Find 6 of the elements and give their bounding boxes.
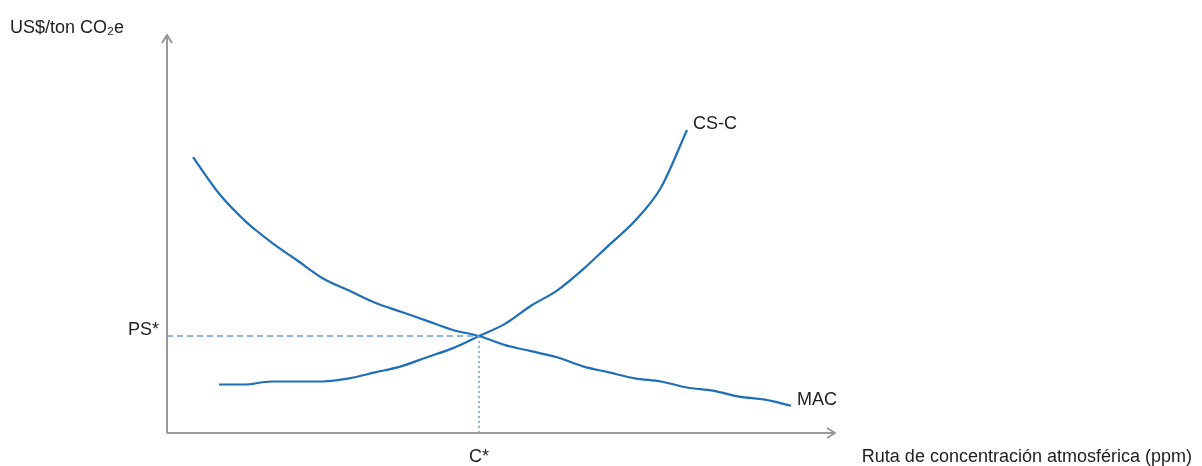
series-label: MAC bbox=[797, 388, 837, 409]
ref-line-label: PS* bbox=[127, 318, 159, 339]
text: C* bbox=[468, 445, 490, 466]
x-axis-title: Ruta de concentración atmosférica (ppm) bbox=[861, 445, 1192, 466]
text: US$/ton CO₂e bbox=[10, 16, 125, 37]
series-label: CS-C bbox=[693, 112, 737, 133]
